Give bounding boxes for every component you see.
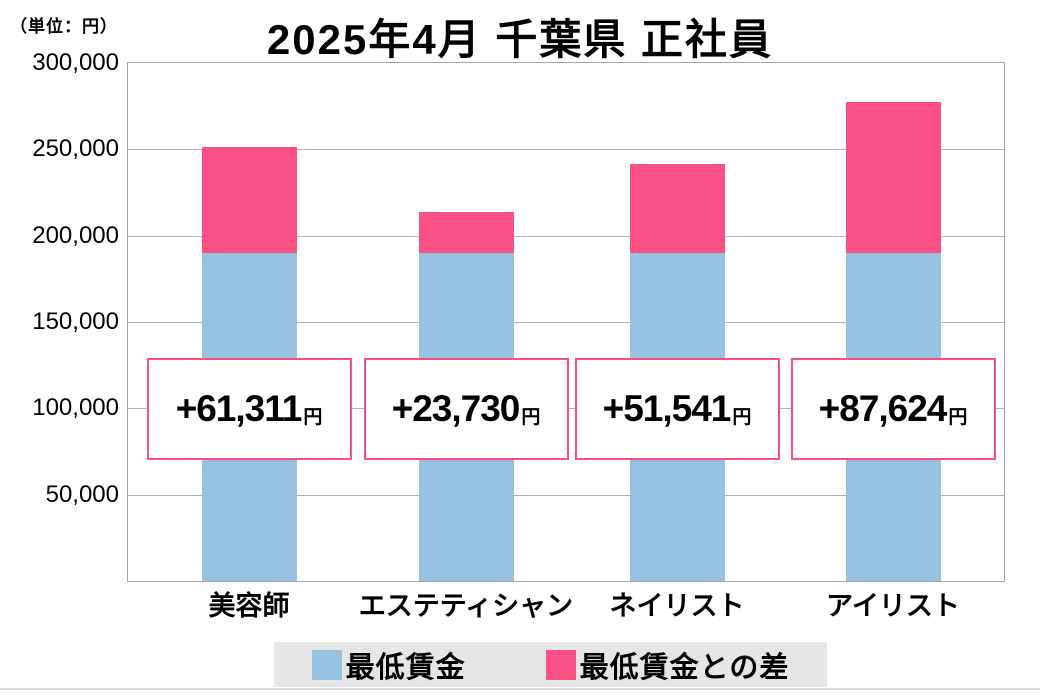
gridline [128,235,1004,237]
chart-title: 2025年4月 千葉県 正社員 [266,16,774,63]
gridline [128,494,1004,496]
legend-label-diff: 最低賃金との差 [579,651,790,684]
bar-segment-diff [845,101,941,253]
diff-label-box: +23,730 円 [363,358,569,460]
diff-label-box: +87,624 円 [790,358,996,460]
legend-item-min-wage: 最低賃金 [311,644,466,686]
plot-area: +61,311 円 +23,730 円 +51,541 円 +87,624 円 [127,62,1005,582]
diff-value: +61,311 [175,388,303,429]
y-tick-label: 150,000 [32,308,119,335]
x-axis-label: アイリスト [826,591,960,621]
page-bottom-divider [0,688,1040,690]
diff-value: +23,730 [391,388,521,429]
x-axis-label: 美容師 [208,591,290,621]
legend: 最低賃金 最低賃金との差 [274,642,827,687]
diff-unit: 円 [521,406,541,428]
min-wage-swatch [311,649,342,680]
y-tick-label: 250,000 [32,135,119,163]
bar-segment-diff [418,211,514,253]
diff-value: +87,624 [818,388,948,429]
legend-label-min-wage: 最低賃金 [345,651,466,684]
diff-unit: 円 [732,406,752,428]
bar-segment-diff [201,147,297,253]
gridline [128,322,1004,323]
x-axis-label: ネイリスト [609,591,745,621]
legend-item-diff: 最低賃金との差 [545,644,790,686]
gridline [128,149,1004,151]
diff-swatch [545,649,576,680]
diff-unit: 円 [948,406,968,428]
y-tick-label: 50,000 [45,480,119,508]
diff-unit: 円 [303,406,323,428]
diff-label-box: +61,311 円 [146,358,352,460]
y-tick-label: 200,000 [32,221,119,249]
diff-value: +51,541 [602,388,732,429]
y-tick-label: 100,000 [32,394,119,422]
diff-label-box: +51,541 円 [574,358,780,460]
x-axis-label: エステティシャン [358,591,574,621]
unit-label: （単位：円） [10,17,118,36]
bar-segment-diff [629,163,725,253]
y-tick-label: 300,000 [32,49,119,76]
